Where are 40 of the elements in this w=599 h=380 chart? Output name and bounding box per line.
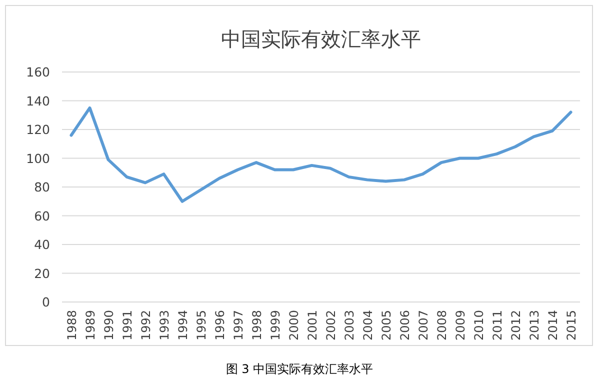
x-tick-label: 1989 bbox=[83, 310, 98, 341]
x-tick-label: 2009 bbox=[453, 310, 468, 341]
y-tick-label: 140 bbox=[26, 93, 50, 108]
y-tick-label: 20 bbox=[34, 266, 50, 281]
x-tick-label: 2005 bbox=[379, 310, 394, 341]
x-tick-label: 1998 bbox=[250, 310, 264, 341]
x-tick-label: 1999 bbox=[268, 310, 282, 341]
x-tick-label: 1997 bbox=[231, 310, 246, 341]
chart-title: 中国实际有效汇率水平 bbox=[221, 27, 421, 51]
x-tick-label: 2012 bbox=[508, 310, 523, 341]
x-tick-label: 1988 bbox=[64, 310, 79, 341]
x-tick-label: 1995 bbox=[194, 310, 208, 341]
x-tick-label: 1991 bbox=[120, 310, 134, 341]
y-tick-label: 80 bbox=[34, 180, 50, 194]
y-tick-label: 60 bbox=[34, 208, 50, 224]
x-tick-label: 2008 bbox=[434, 310, 449, 341]
x-tick-label: 2001 bbox=[305, 310, 320, 341]
x-tick-label: 2010 bbox=[472, 310, 486, 341]
x-tick-label: 2006 bbox=[398, 310, 412, 341]
x-tick-label: 2000 bbox=[286, 310, 301, 341]
x-tick-label: 2014 bbox=[546, 310, 560, 341]
y-tick-label: 120 bbox=[26, 122, 50, 137]
x-tick-label: 2002 bbox=[324, 310, 338, 341]
caption: 图 3 中国实际有效汇率水平 bbox=[226, 362, 374, 376]
x-tick-label: 2015 bbox=[564, 310, 578, 341]
x-tick-label: 1996 bbox=[212, 310, 227, 341]
x-tick-label: 1993 bbox=[157, 310, 172, 341]
y-tick-label: 100 bbox=[26, 150, 50, 166]
x-tick-label: 2003 bbox=[342, 310, 356, 341]
x-tick-label: 1992 bbox=[138, 310, 153, 341]
y-tick-label: 160 bbox=[26, 64, 50, 80]
y-tick-label: 0 bbox=[42, 294, 50, 310]
x-tick-label: 2011 bbox=[490, 310, 504, 341]
x-tick-label: 2004 bbox=[360, 310, 375, 341]
x-tick-label: 1994 bbox=[176, 310, 190, 341]
x-tick-label: 2007 bbox=[416, 310, 430, 341]
y-tick-label: 40 bbox=[34, 237, 50, 252]
x-tick-label: 1990 bbox=[102, 310, 116, 341]
x-tick-label: 2013 bbox=[527, 310, 542, 341]
line-series bbox=[70, 106, 572, 203]
